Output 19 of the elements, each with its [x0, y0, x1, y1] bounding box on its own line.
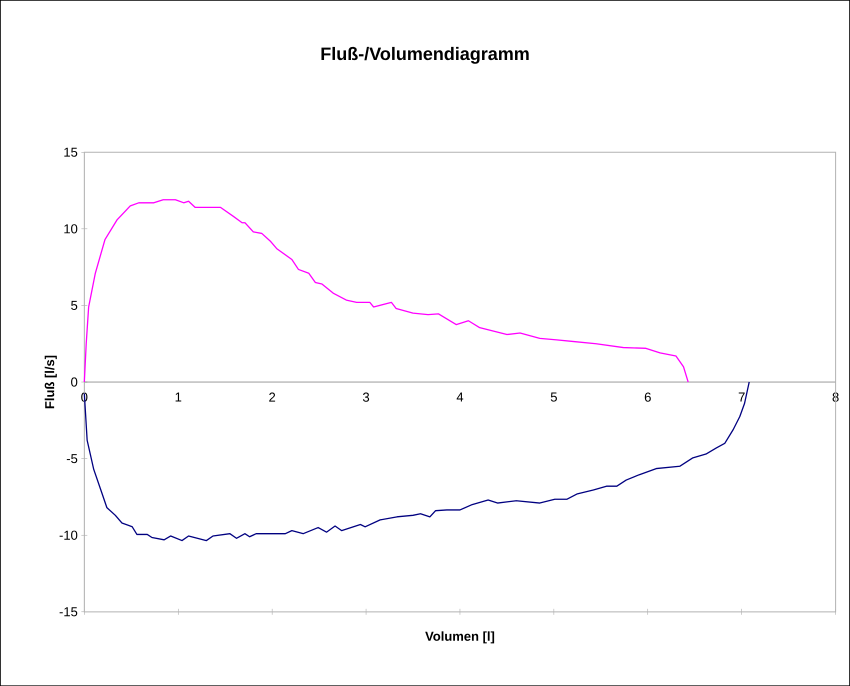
- y-axis-title: Fluß [l/s]: [44, 356, 57, 408]
- x-tick-label: 8: [832, 392, 839, 402]
- line-series: [84, 199, 689, 383]
- y-tick-label: 5: [71, 300, 78, 310]
- x-tick-label: 2: [269, 392, 276, 402]
- y-tick-label: 15: [64, 148, 78, 157]
- y-tick-label: -5: [66, 454, 78, 464]
- y-tick-label: -10: [60, 530, 78, 540]
- x-tick-label: 7: [738, 392, 745, 402]
- x-tick-label: 6: [644, 392, 651, 402]
- y-tick-label: 10: [64, 224, 78, 234]
- chart-title: Fluß-/Volumendiagramm: [321, 46, 529, 64]
- x-tick-label: 1: [176, 392, 182, 402]
- x-tick-label: 4: [456, 392, 464, 402]
- x-axis-title: Volumen [l]: [425, 631, 494, 644]
- x-tick-label: 5: [550, 392, 557, 402]
- y-tick-label: -15: [60, 607, 78, 616]
- y-tick-label: 0: [71, 377, 78, 387]
- x-tick-label: 3: [362, 392, 370, 402]
